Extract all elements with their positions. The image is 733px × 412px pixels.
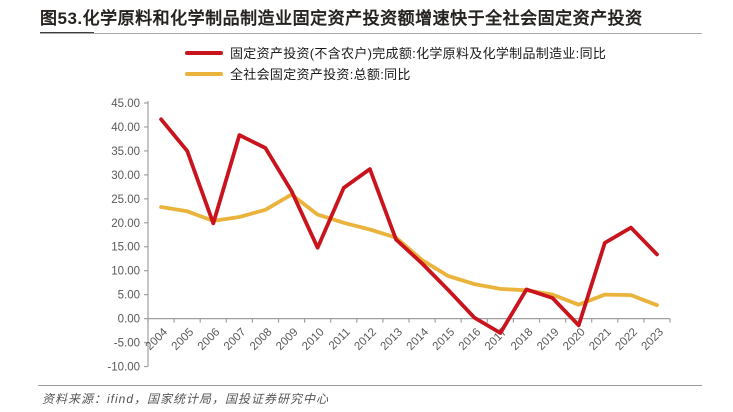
legend-line-swatch-gold (185, 71, 223, 76)
y-tick-label: 40.00 (111, 122, 140, 134)
x-tick-label: 2007 (222, 326, 249, 353)
source-divider (38, 385, 702, 386)
y-tick-label: 5.00 (118, 290, 140, 302)
x-tick-label: 2011 (327, 326, 353, 352)
series-line-total-fai (159, 192, 659, 308)
figure-title: 图53.化学原料和化学制品制造业固定资产投资额增速快于全社会固定资产投资 (40, 9, 643, 28)
x-tick-label: 2022 (613, 326, 640, 353)
x-tick-label: 2016 (457, 326, 484, 353)
x-tick-label: 2012 (352, 326, 379, 353)
x-tick-label: 2020 (561, 326, 588, 353)
y-tick-label: -5.00 (114, 338, 140, 350)
figure-title-block: 图53.化学原料和化学制品制造业固定资产投资额增速快于全社会固定资产投资 (40, 8, 702, 30)
y-tick-label: 25.00 (111, 194, 140, 206)
source-note: 资料来源：ifind，国家统计局，国投证券研究中心 (42, 392, 330, 406)
chart-legend: 固定资产投资(不含农户)完成额:化学原料及化学制品制造业:同比 全社会固定资产投… (185, 42, 606, 84)
y-tick-label: 35.00 (111, 146, 140, 158)
legend-line-swatch-red (185, 50, 223, 55)
legend-label-chemical-fai: 固定资产投资(不含农户)完成额:化学原料及化学制品制造业:同比 (230, 46, 607, 61)
x-tick-label: 2014 (405, 326, 432, 353)
legend-item-total-fai: 全社会固定资产投资:总额:同比 (185, 63, 606, 84)
y-tick-label: 0.00 (118, 314, 140, 326)
series-line-chemical-fai (159, 117, 659, 335)
legend-item-chemical-fai: 固定资产投资(不含农户)完成额:化学原料及化学制品制造业:同比 (185, 42, 606, 63)
x-tick-label: 2018 (509, 326, 536, 353)
y-tick-label: 15.00 (111, 242, 140, 254)
x-tick-label: 2019 (535, 326, 562, 353)
x-tick-label: 2005 (170, 326, 197, 353)
y-tick-label: 20.00 (111, 218, 140, 230)
y-tick-label: 10.00 (111, 266, 140, 278)
x-tick-label: 2008 (248, 326, 275, 353)
x-tick-label: 2006 (196, 326, 223, 353)
y-tick-label: 45.00 (111, 98, 140, 110)
x-tick-label: 2015 (431, 326, 458, 353)
x-tick-label: 2023 (639, 326, 666, 353)
x-tick-label: 2009 (274, 326, 301, 353)
x-tick-label: 2021 (587, 326, 614, 353)
title-underline (40, 33, 702, 34)
legend-label-total-fai: 全社会固定资产投资:总额:同比 (230, 67, 411, 82)
x-tick-label: 2010 (300, 326, 327, 353)
x-tick-label: 2013 (378, 326, 405, 353)
y-tick-label: -10.00 (107, 362, 140, 374)
y-tick-label: 30.00 (111, 170, 140, 182)
